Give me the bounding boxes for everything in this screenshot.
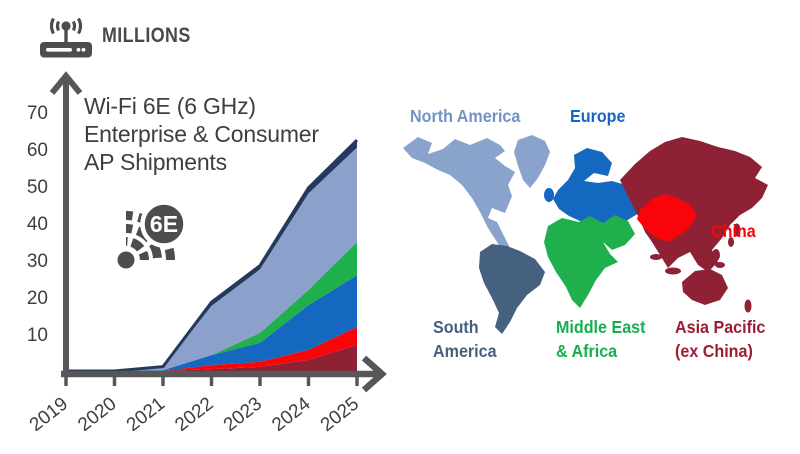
map-label-north-america: North America [410,106,521,126]
x-tick-label-2019: 2019 [26,393,72,436]
map-region-europe [553,148,645,227]
wifi-6e-icon: 6E [117,200,188,269]
x-axis-ticks [64,377,359,386]
x-tick-label-2020: 2020 [74,393,120,436]
x-tick-label-2021: 2021 [123,393,169,436]
axes [49,71,387,393]
chart-title-line-2: Enterprise & Consumer [84,121,319,147]
map-label-south-america: South America [433,317,497,361]
y-tick-label-20: 20 [27,288,48,309]
x-tick-label-2025: 2025 [317,393,363,436]
y-tick-label-50: 50 [27,177,48,198]
badge-circle [140,200,188,248]
y-tick-label-40: 40 [27,214,48,235]
map-label-europe: Europe [570,106,626,126]
router-led-1 [76,47,81,52]
area-series-middle-east-africa [66,241,357,371]
x-tick-label-2023: 2023 [220,393,266,436]
area-series-europe [66,275,357,371]
shipments-stacked-area-chart: 10 20 30 40 50 60 70 2019 2020 2021 2022 2023 2024 20… [26,9,387,436]
area-series-china [66,327,357,371]
map-region-greenland [514,135,550,188]
area-series-north-america [66,147,357,371]
router-icon [40,9,92,58]
y-tick-label-70: 70 [27,103,48,124]
map-region-australia [682,269,728,305]
y-tick-label-60: 60 [27,140,48,161]
map-label-asia-pacific: Asia Pacific (ex China) [675,317,766,361]
map-region-north-america [403,137,515,255]
router-signal-right [66,9,83,43]
y-tick-label-30: 30 [27,251,48,272]
wifi-dot [117,251,135,269]
map-region-asia-pacific [620,137,768,272]
x-tick-label-2022: 2022 [171,393,217,436]
x-axis-arrow [361,355,387,393]
chart-title: Wi-Fi 6E (6 GHz) Enterprise & Consumer A… [84,92,319,176]
map-region-middle-east-africa [544,215,635,308]
world-map [403,135,768,334]
y-axis-unit-label: MILLIONS [102,24,191,47]
map-label-china: China [711,221,756,241]
chart-title-line-3: AP Shipments [84,149,227,175]
map-region-europe-isle [544,188,554,202]
router-led-2 [81,47,86,52]
area-series-asia-pacific-ex-china [66,345,357,371]
router-signal-left [49,9,66,43]
map-label-middle-east-africa: Middle East & Africa [556,317,646,361]
map-region-south-america [479,244,545,334]
map-region-china [637,194,697,242]
badge-6e-text: 6E [150,211,178,237]
y-axis-arrow [49,71,83,95]
x-tick-label-2024: 2024 [268,393,315,436]
router-antenna-dot [61,21,71,31]
router-slot [46,48,72,52]
map-region-new-zealand [744,299,752,313]
chart-title-line-1: Wi-Fi 6E (6 GHz) [84,93,256,119]
y-tick-label-10: 10 [27,325,48,346]
